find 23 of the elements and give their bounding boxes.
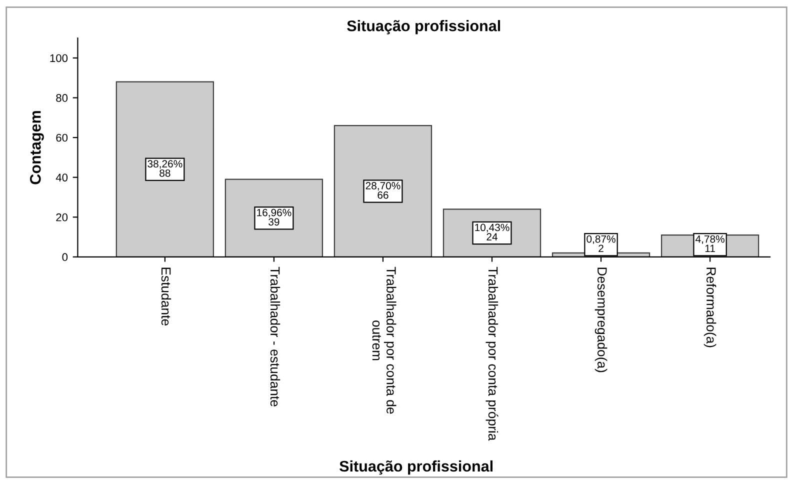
x-tick-label: Trabalhador - estudante <box>270 266 280 406</box>
x-tick-label: Reformado(a) <box>704 268 716 348</box>
data-label: 10,43% 24 <box>475 224 510 240</box>
data-label: 16,96% 39 <box>257 208 292 226</box>
y-tick-label: 60 <box>56 134 68 142</box>
x-tick-label: Estudante <box>161 268 172 326</box>
bar <box>116 81 214 257</box>
x-tick-label: Trabalhador por conta própria <box>486 266 498 441</box>
y-tick-label: 80 <box>56 94 68 102</box>
y-axis-title: Contagem <box>30 111 44 184</box>
data-label: 4,78% 11 <box>696 235 724 252</box>
data-label: 0,87% 2 <box>586 235 616 252</box>
data-label: 38,26% 88 <box>148 160 182 177</box>
x-tick-label: Trabalhador por conta de outrem <box>372 266 396 414</box>
chart-title: Situação profissional <box>347 20 500 34</box>
x-axis-title: Situação profissional <box>340 460 493 475</box>
data-label: 28,70% 66 <box>366 182 400 199</box>
x-tick-label: Desempregado(a) <box>594 268 608 372</box>
bar <box>334 125 432 257</box>
y-tick-label: 100 <box>50 54 68 62</box>
y-tick-label: 0 <box>62 253 68 262</box>
y-tick-label: 20 <box>56 213 68 222</box>
y-tick-label: 40 <box>56 174 68 182</box>
